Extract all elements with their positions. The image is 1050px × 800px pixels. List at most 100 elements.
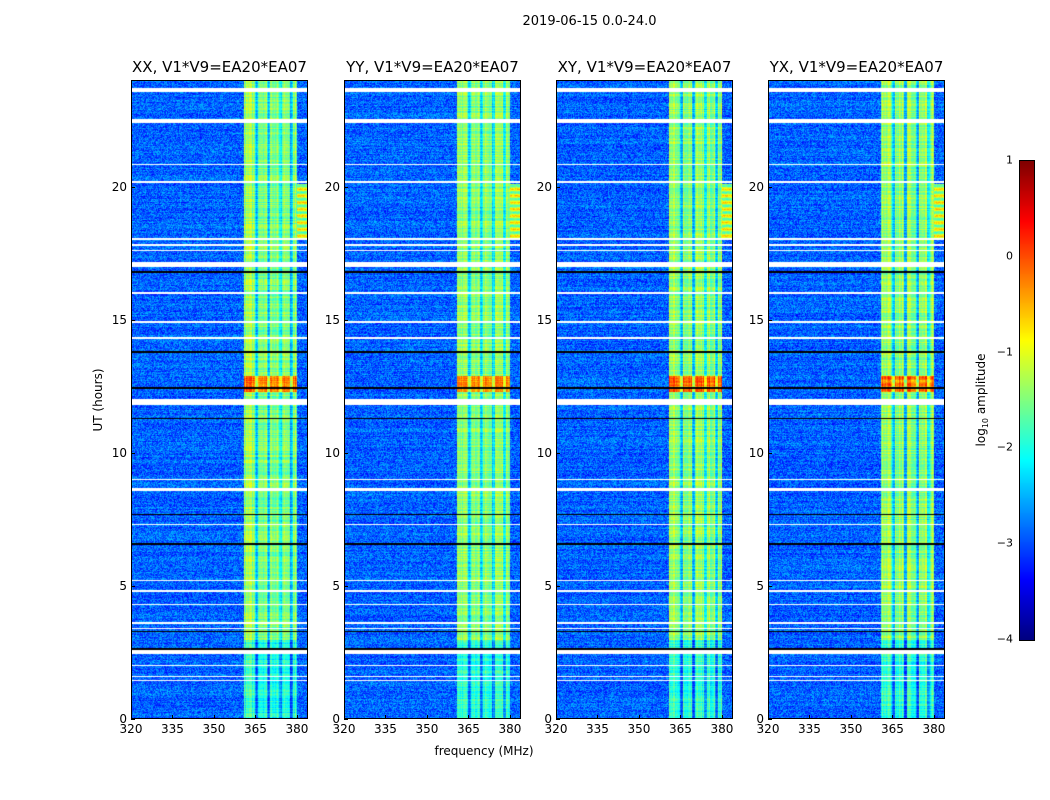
y-tick-mark: [344, 719, 348, 720]
y-tick-label: 15: [536, 312, 552, 327]
y-tick-mark: [556, 585, 560, 587]
panel-title: XY, V1*V9=EA20*EA07: [557, 58, 732, 76]
y-tick-mark: [131, 186, 135, 188]
x-tick-label: 380: [710, 722, 734, 736]
x-tick-mark: [385, 715, 387, 719]
heatmap: [344, 80, 521, 719]
y-tick-label: 20: [536, 179, 552, 194]
x-tick-mark: [809, 715, 811, 719]
y-tick-mark: [131, 719, 135, 720]
panel-2: XY, V1*V9=EA20*EA07 0 5 10 15 20 320 335 350 365 3…: [537, 58, 734, 736]
panel-title: XX, V1*V9=EA20*EA07: [132, 58, 307, 76]
x-tick-label: 365: [669, 722, 692, 736]
x-tick-mark: [468, 715, 470, 719]
y-tick-label: 10: [324, 445, 340, 460]
y-tick-label: 0: [756, 712, 764, 726]
y-tick-label: 0: [332, 712, 340, 726]
x-tick-label: 380: [922, 722, 946, 736]
x-tick-label: 320: [544, 722, 568, 736]
x-tick-mark: [721, 715, 723, 719]
x-tick-label: 380: [285, 722, 309, 736]
x-tick-label: 380: [498, 722, 522, 736]
y-tick-label: 20: [324, 179, 340, 194]
heatmap: [131, 80, 308, 719]
panel-3: YX, V1*V9=EA20*EA07 0 5 10 15 20 320 335 350 365 3…: [749, 58, 946, 736]
colorbar-tick-label: −1: [996, 345, 1013, 359]
panel-1: YY, V1*V9=EA20*EA07 0 5 10 15 20 320 335 350 365 3…: [325, 58, 522, 736]
x-tick-mark: [597, 715, 599, 719]
y-tick-label: 10: [111, 445, 127, 460]
figure-title: 2019-06-15 0.0-24.0: [522, 14, 657, 29]
x-tick-label: 320: [119, 722, 143, 736]
y-tick-mark: [344, 585, 348, 587]
y-tick-mark: [768, 186, 772, 188]
x-tick-mark: [296, 715, 298, 719]
colorbar-tick-label: −2: [996, 440, 1013, 454]
heatmap: [556, 80, 733, 719]
x-tick-mark: [850, 715, 852, 719]
colorbar-tick-label: −3: [996, 536, 1013, 550]
x-tick-mark: [680, 715, 682, 719]
x-tick-label: 350: [415, 722, 439, 736]
colorbar-tick-label: −4: [996, 632, 1013, 646]
colorbar: [1019, 160, 1035, 641]
x-tick-mark: [768, 715, 769, 719]
y-tick-label: 20: [748, 179, 764, 194]
x-tick-label: 350: [202, 722, 226, 736]
y-tick-mark: [556, 186, 560, 188]
x-tick-mark: [556, 715, 557, 719]
y-tick-mark: [768, 319, 772, 321]
x-tick-label: 320: [756, 722, 780, 736]
x-tick-label: 365: [881, 722, 904, 736]
y-tick-mark: [344, 186, 348, 188]
x-tick-mark: [638, 715, 640, 719]
x-tick-label: 365: [457, 722, 480, 736]
x-tick-label: 320: [332, 722, 356, 736]
colorbar-label: log10 amplitude: [973, 353, 991, 447]
y-tick-label: 5: [119, 578, 127, 593]
y-tick-label: 0: [544, 712, 552, 726]
panel-title: YY, V1*V9=EA20*EA07: [346, 58, 519, 76]
colorbar-tick-label: 1: [1006, 153, 1013, 167]
y-tick-mark: [344, 452, 348, 454]
x-tick-mark: [213, 715, 215, 719]
panel-title: YX, V1*V9=EA20*EA07: [769, 58, 944, 76]
x-tick-label: 335: [374, 722, 397, 736]
y-tick-label: 10: [748, 445, 764, 460]
y-tick-mark: [556, 319, 560, 321]
y-tick-label: 0: [119, 712, 127, 726]
y-tick-label: 15: [324, 312, 340, 327]
y-tick-mark: [344, 319, 348, 321]
y-tick-label: 15: [748, 312, 764, 327]
y-tick-label: 15: [111, 312, 127, 327]
y-tick-label: 5: [756, 578, 764, 593]
y-tick-mark: [556, 452, 560, 454]
y-tick-label: 5: [332, 578, 340, 593]
y-tick-label: 5: [544, 578, 552, 593]
y-tick-mark: [131, 452, 135, 454]
x-tick-label: 335: [798, 722, 821, 736]
x-tick-label: 350: [627, 722, 651, 736]
x-tick-mark: [131, 715, 132, 719]
x-axis-label: frequency (MHz): [434, 744, 534, 758]
y-tick-mark: [131, 319, 135, 321]
y-tick-mark: [768, 719, 772, 720]
x-tick-mark: [172, 715, 174, 719]
x-tick-mark: [933, 715, 935, 719]
y-tick-mark: [556, 719, 560, 720]
panel-0: XX, V1*V9=EA20*EA07 0 5 10 15 20 320 335 350 365 3…: [112, 58, 309, 736]
y-tick-mark: [131, 585, 135, 587]
y-tick-label: 10: [536, 445, 552, 460]
x-tick-mark: [255, 715, 257, 719]
x-tick-label: 365: [244, 722, 267, 736]
y-axis-label: UT (hours): [91, 368, 105, 432]
x-tick-mark: [509, 715, 511, 719]
x-tick-label: 335: [161, 722, 184, 736]
y-tick-label: 20: [111, 179, 127, 194]
x-tick-label: 335: [586, 722, 609, 736]
heatmap: [768, 80, 945, 719]
x-tick-mark: [892, 715, 894, 719]
y-tick-mark: [768, 452, 772, 454]
colorbar-tick-label: 0: [1006, 249, 1013, 263]
